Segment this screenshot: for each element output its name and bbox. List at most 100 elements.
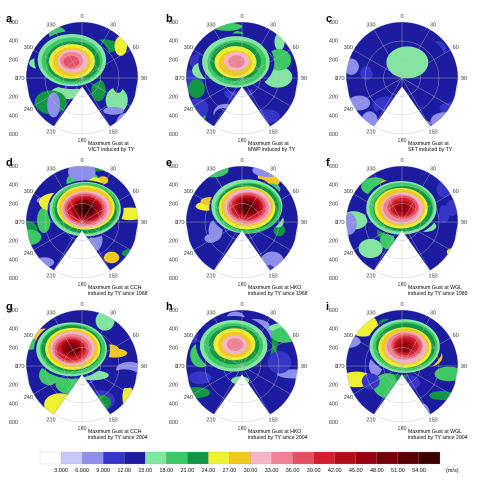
colorbar-swatch: [103, 451, 125, 465]
radial-tick: 0: [15, 76, 18, 82]
azimuth-spoke: [213, 317, 243, 367]
azimuth-tick: 210: [46, 418, 55, 424]
heat-blob: [259, 251, 285, 271]
panel-caption: induced by TY since 2004: [248, 435, 308, 441]
azimuth-tick: 150: [268, 130, 277, 136]
panel-caption: Maximum Gust at WGL: [408, 285, 462, 291]
azimuth-spoke: [241, 221, 291, 251]
azimuth-tick: 300: [24, 45, 33, 51]
azimuth-spoke: [33, 337, 83, 367]
radial-tick: 400: [9, 39, 18, 45]
contour-band: [396, 202, 410, 213]
heat-blob: [73, 394, 85, 415]
radial-tick: 600: [329, 164, 338, 170]
azimuth-tick: 90: [461, 76, 467, 82]
heat-blob: [107, 369, 138, 389]
colorbar-label: 54.00: [412, 468, 426, 474]
heat-blob: [26, 229, 42, 245]
azimuth-tick: 180: [397, 426, 406, 432]
azimuth-tick: 30: [430, 22, 436, 28]
heat-blob: [346, 166, 366, 178]
radial-tick: 400: [329, 327, 338, 333]
radial-tick: 600: [9, 308, 18, 314]
azimuth-spoke: [401, 29, 431, 79]
heat-blob: [392, 117, 408, 127]
polar-grid-b: [185, 21, 299, 135]
panel-d: d600400200020040060003060901501802102402…: [6, 157, 148, 297]
radial-tick: 400: [9, 257, 18, 263]
panel-h: h600400200020040060003060901501802102402…: [166, 301, 308, 441]
radial-tick: 400: [9, 401, 18, 407]
panel-f: f 600400200020040060003060901501802102402…: [326, 157, 468, 297]
colorbar-swatch: [145, 451, 167, 465]
azimuth-spoke: [33, 365, 83, 395]
azimuth-tick: 60: [133, 189, 139, 195]
radial-tick: 200: [9, 95, 18, 101]
azimuth-spoke: [241, 173, 271, 223]
heat-blob: [242, 400, 259, 410]
radial-tick: 200: [9, 345, 18, 351]
azimuth-tick: 180: [77, 138, 86, 144]
radial-tick: 200: [169, 239, 178, 245]
azimuth-tick: 330: [366, 22, 375, 28]
azimuth-tick: 0: [400, 14, 403, 20]
azimuth-spoke: [81, 77, 111, 127]
azimuth-spoke: [193, 337, 243, 367]
azimuth-tick: 270: [15, 220, 24, 226]
panel-letter-d: d: [6, 157, 13, 169]
azimuth-spoke: [373, 365, 403, 415]
panel-caption: Maximum Gust at WGL: [408, 429, 462, 435]
panel-e: e600400200020040060003060901501802102402…: [166, 157, 308, 297]
radial-tick: 200: [329, 57, 338, 63]
colorbar-swatch: [208, 451, 230, 465]
azimuth-tick: 270: [175, 220, 184, 226]
azimuth-spoke: [241, 365, 271, 415]
radial-tick: 200: [169, 201, 178, 207]
azimuth-tick: 150: [428, 418, 437, 424]
azimuth-spoke: [401, 77, 431, 127]
azimuth-tick: 0: [80, 158, 83, 164]
azimuth-tick: 150: [268, 418, 277, 424]
heat-blob: [391, 247, 409, 263]
azimuth-spoke: [33, 49, 83, 79]
panel-c: c600400200020040060003060901501802102402…: [326, 13, 467, 153]
panel-b: b600400200020040060003060901501802102402…: [166, 13, 307, 153]
polar-grid-f: [345, 165, 459, 279]
panel-a: a600400200020040060003060901501802102402…: [6, 13, 147, 153]
panel-letter-b: b: [166, 13, 173, 25]
azimuth-tick: 60: [133, 333, 139, 339]
radial-tick: 600: [169, 420, 178, 426]
azimuth-spoke: [53, 221, 83, 271]
azimuth-tick: 210: [206, 274, 215, 280]
colorbar-label: 30.00: [244, 468, 258, 474]
azimuth-tick: 330: [46, 310, 55, 316]
azimuth-tick: 240: [344, 395, 353, 401]
azimuth-tick: 270: [175, 76, 184, 82]
panel-caption: induced by TY since 1968: [248, 291, 308, 297]
panel-caption: Maximum Gust at CCH: [88, 285, 142, 291]
azimuth-spoke: [401, 221, 451, 251]
azimuth-tick: 240: [344, 107, 353, 113]
azimuth-spoke: [373, 77, 403, 127]
heat-blob: [357, 79, 371, 94]
azimuth-spoke: [353, 49, 403, 79]
heat-blob: [438, 205, 450, 224]
heat-blob: [215, 263, 249, 271]
azimuth-spoke: [401, 337, 451, 367]
azimuth-tick: 0: [80, 302, 83, 308]
contour-band: [63, 55, 80, 68]
azimuth-spoke: [241, 337, 291, 367]
radial-tick: 0: [15, 364, 18, 370]
azimuth-spoke: [401, 77, 451, 107]
azimuth-tick: 150: [428, 274, 437, 280]
radial-tick: 600: [329, 276, 338, 282]
heat-blob: [26, 310, 45, 326]
heat-field-g: [26, 310, 138, 415]
azimuth-tick: 330: [46, 22, 55, 28]
heat-blob: [430, 112, 458, 127]
heat-blob: [32, 118, 47, 127]
azimuth-tick: 30: [110, 310, 116, 316]
colorbar-swatch: [60, 451, 83, 465]
panel-g: g600400200020040060003060901501802102402…: [6, 301, 148, 441]
